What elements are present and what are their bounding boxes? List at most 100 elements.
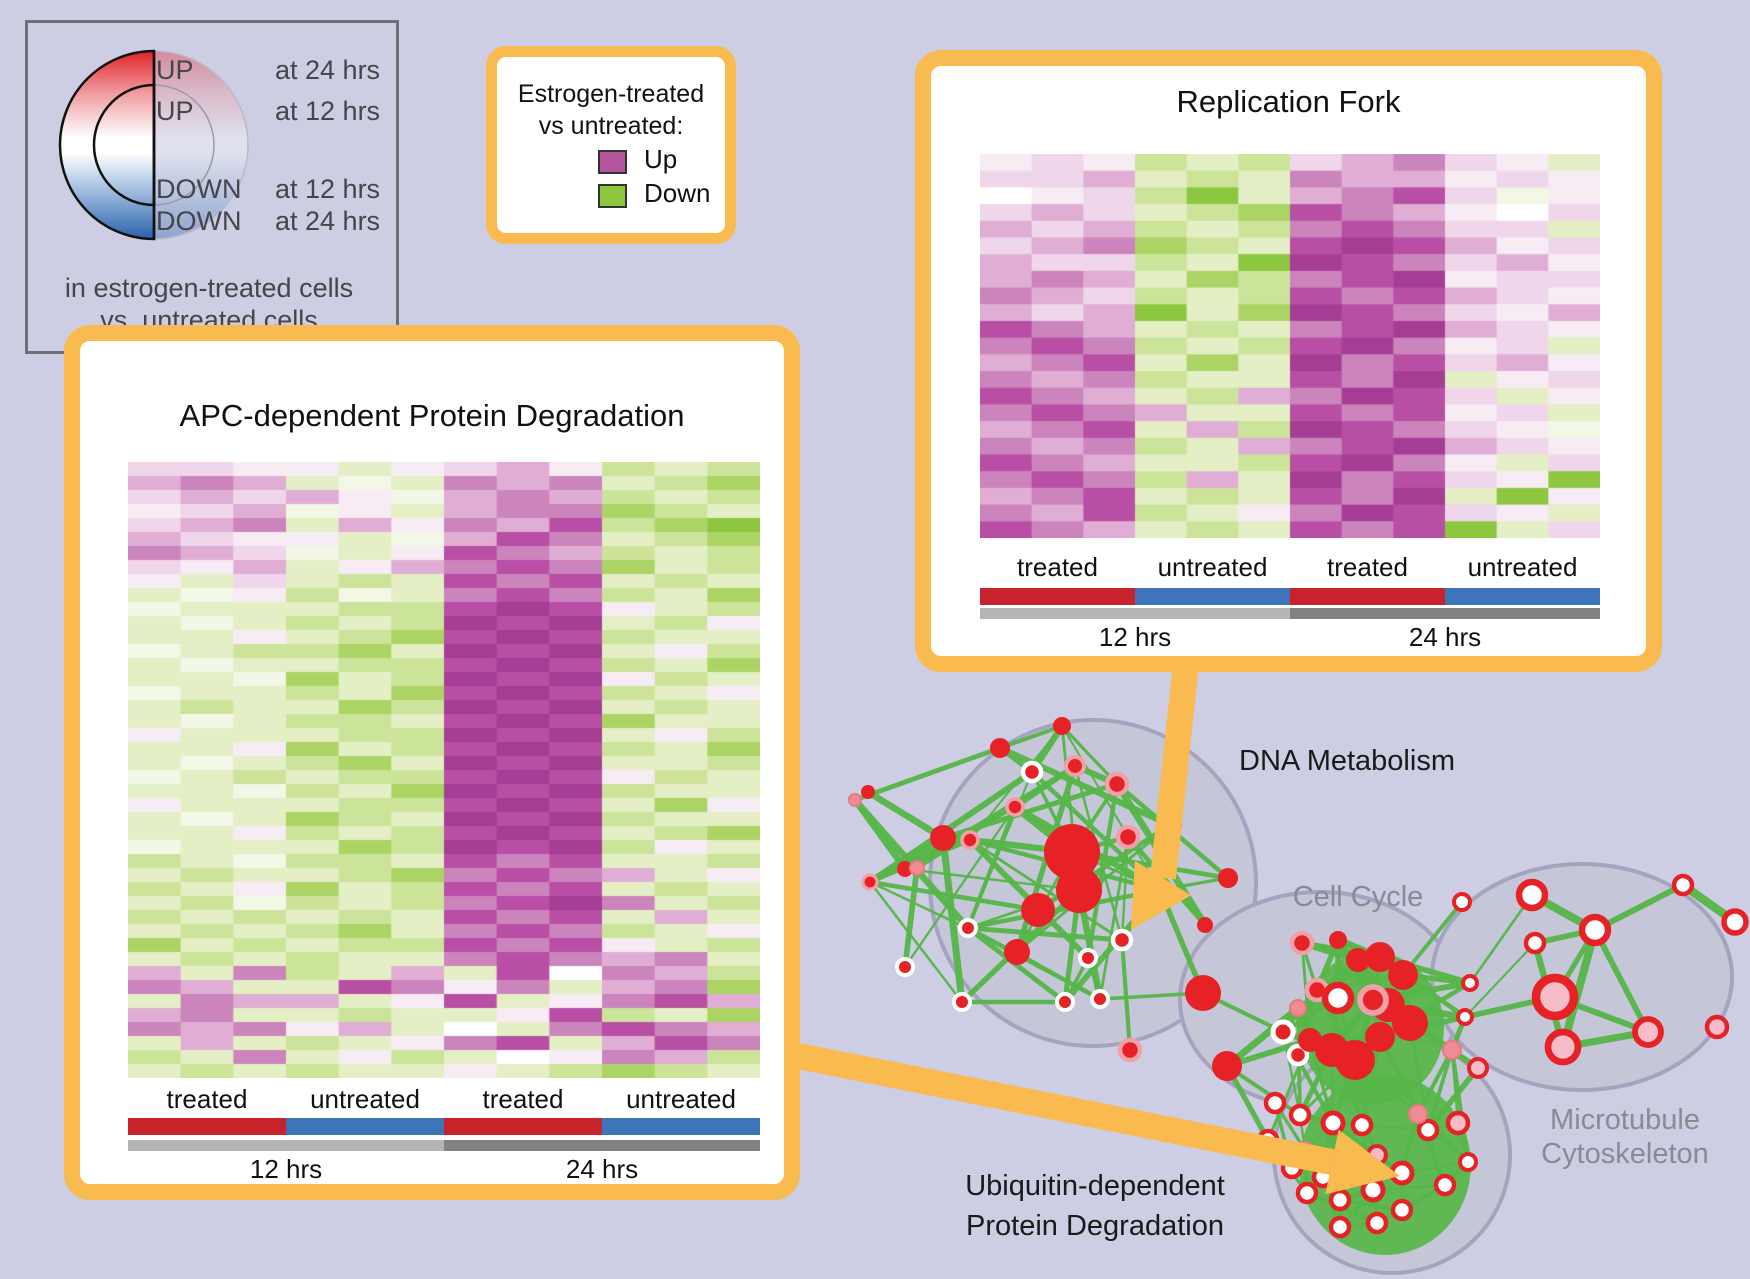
network-edge — [1115, 782, 1230, 880]
down-color-swatch — [598, 184, 627, 208]
network-edge — [967, 887, 1161, 931]
network-node-cc — [1270, 1019, 1296, 1045]
network-edge — [1336, 936, 1382, 961]
network-edge — [1282, 1029, 1356, 1063]
network-edge — [1016, 950, 1101, 1001]
network-node-cc — [1289, 999, 1307, 1017]
network-node-ub — [1263, 1091, 1287, 1115]
network-edge — [1224, 1005, 1301, 1069]
network-edge — [998, 746, 1034, 774]
network-edge — [868, 835, 945, 885]
network-edge — [1014, 765, 1078, 953]
network-edge — [1339, 1198, 1403, 1212]
network-edge — [1335, 938, 1391, 1007]
cluster-dna-metabolism — [928, 718, 1258, 1048]
network-node-dna — [861, 873, 879, 891]
network-edge — [1443, 1160, 1470, 1187]
estrogen-legend-title-2: vs untreated: — [538, 112, 684, 140]
network-edge — [1273, 1102, 1294, 1169]
network-edge — [1377, 1035, 1431, 1132]
network-edge — [904, 806, 1016, 968]
network-edge — [1120, 836, 1130, 941]
network-edge — [1553, 994, 1650, 1035]
network-edge — [1379, 954, 1471, 986]
apc-title: APC-dependent Protein Degradation — [179, 398, 685, 433]
network-edge — [1562, 1028, 1649, 1051]
network-edge — [1378, 954, 1405, 978]
network-edge — [1376, 1208, 1403, 1225]
network-edge — [1593, 882, 1685, 933]
network-edge — [1330, 1049, 1379, 1156]
repfork-untreated-12: untreated — [1157, 552, 1268, 582]
network-edge — [1062, 889, 1082, 1003]
network-edge — [1224, 1064, 1271, 1142]
network-node-dna — [1115, 824, 1141, 850]
cluster-ubiquitin — [1272, 1035, 1512, 1275]
treated-bar — [444, 1118, 602, 1135]
network-node-ub — [1311, 1165, 1335, 1189]
network-node-dna — [1148, 878, 1172, 902]
network-edge — [1371, 956, 1382, 1001]
network-edge — [1314, 988, 1358, 1062]
network-edge — [1297, 955, 1381, 1010]
network-cluster-label: Microtubule — [1550, 1104, 1700, 1136]
network-node-ub — [1295, 1181, 1319, 1205]
network-edge — [1299, 1112, 1334, 1126]
network-edge — [1331, 1059, 1357, 1124]
network-edge — [1305, 1122, 1335, 1194]
network-edge — [1329, 997, 1376, 1053]
network-node-mt — [1632, 1016, 1664, 1048]
estrogen-legend-title-1: Estrogen-treated — [517, 80, 705, 108]
bar-12hrs — [980, 608, 1290, 619]
network-node-cc — [1304, 977, 1330, 1003]
legend-up-24: UP — [156, 55, 194, 85]
treated-bar — [1290, 588, 1445, 605]
network-edge — [998, 745, 1172, 828]
network-edge — [1530, 891, 1597, 934]
network-edge — [1060, 725, 1081, 891]
network-edge — [1331, 1048, 1356, 1062]
network-node-dna — [848, 793, 862, 807]
callout-arrow-head — [1325, 1129, 1400, 1195]
network-edge — [866, 789, 945, 841]
network-edge — [1408, 1022, 1430, 1131]
legend-caption-1: in estrogen-treated cells — [64, 273, 354, 303]
network-edge — [1281, 996, 1340, 1034]
network-edge — [1030, 770, 1162, 892]
network-edge — [1036, 823, 1172, 912]
network-edge — [1226, 1037, 1311, 1069]
network-node-cc — [1442, 1040, 1462, 1060]
network-edge — [1335, 938, 1376, 1002]
network-edge — [1061, 725, 1161, 891]
network-edge — [1015, 851, 1074, 953]
network-node-cc — [1289, 930, 1315, 956]
network-edge — [1282, 1029, 1311, 1043]
network-edge — [1098, 836, 1130, 1000]
repfork-untreated-24: untreated — [1467, 552, 1578, 582]
bar-24hrs — [444, 1140, 760, 1151]
network-edge — [967, 888, 1080, 930]
apc-untreated-12: untreated — [310, 1084, 420, 1114]
network-edge — [1296, 1007, 1312, 1041]
network-edge — [1306, 1176, 1324, 1194]
apc-time-labels: 12 hrs 24 hrs — [128, 1154, 760, 1185]
network-edge — [904, 867, 1080, 892]
network-node-ub — [1256, 1128, 1280, 1152]
network-edge — [1304, 1122, 1334, 1151]
apc-untreated-24: untreated — [626, 1084, 736, 1114]
network-edge — [915, 764, 1077, 870]
network-edge — [1376, 1183, 1446, 1225]
network-node-cc — [1321, 981, 1355, 1015]
network-edge — [1073, 765, 1124, 941]
network-edge — [1070, 851, 1081, 891]
network-edge — [1266, 1138, 1309, 1195]
network-edge — [1060, 724, 1119, 786]
network-edge — [1415, 1113, 1448, 1186]
network-edge — [969, 837, 1161, 893]
repfork-time-labels: 12 hrs 24 hrs — [980, 622, 1600, 653]
network-node-ub — [1320, 1110, 1346, 1136]
network-edge — [1296, 1007, 1302, 1116]
network-edge — [1426, 1049, 1454, 1131]
network-edge — [1400, 1183, 1447, 1212]
network-edge — [1375, 1153, 1404, 1175]
